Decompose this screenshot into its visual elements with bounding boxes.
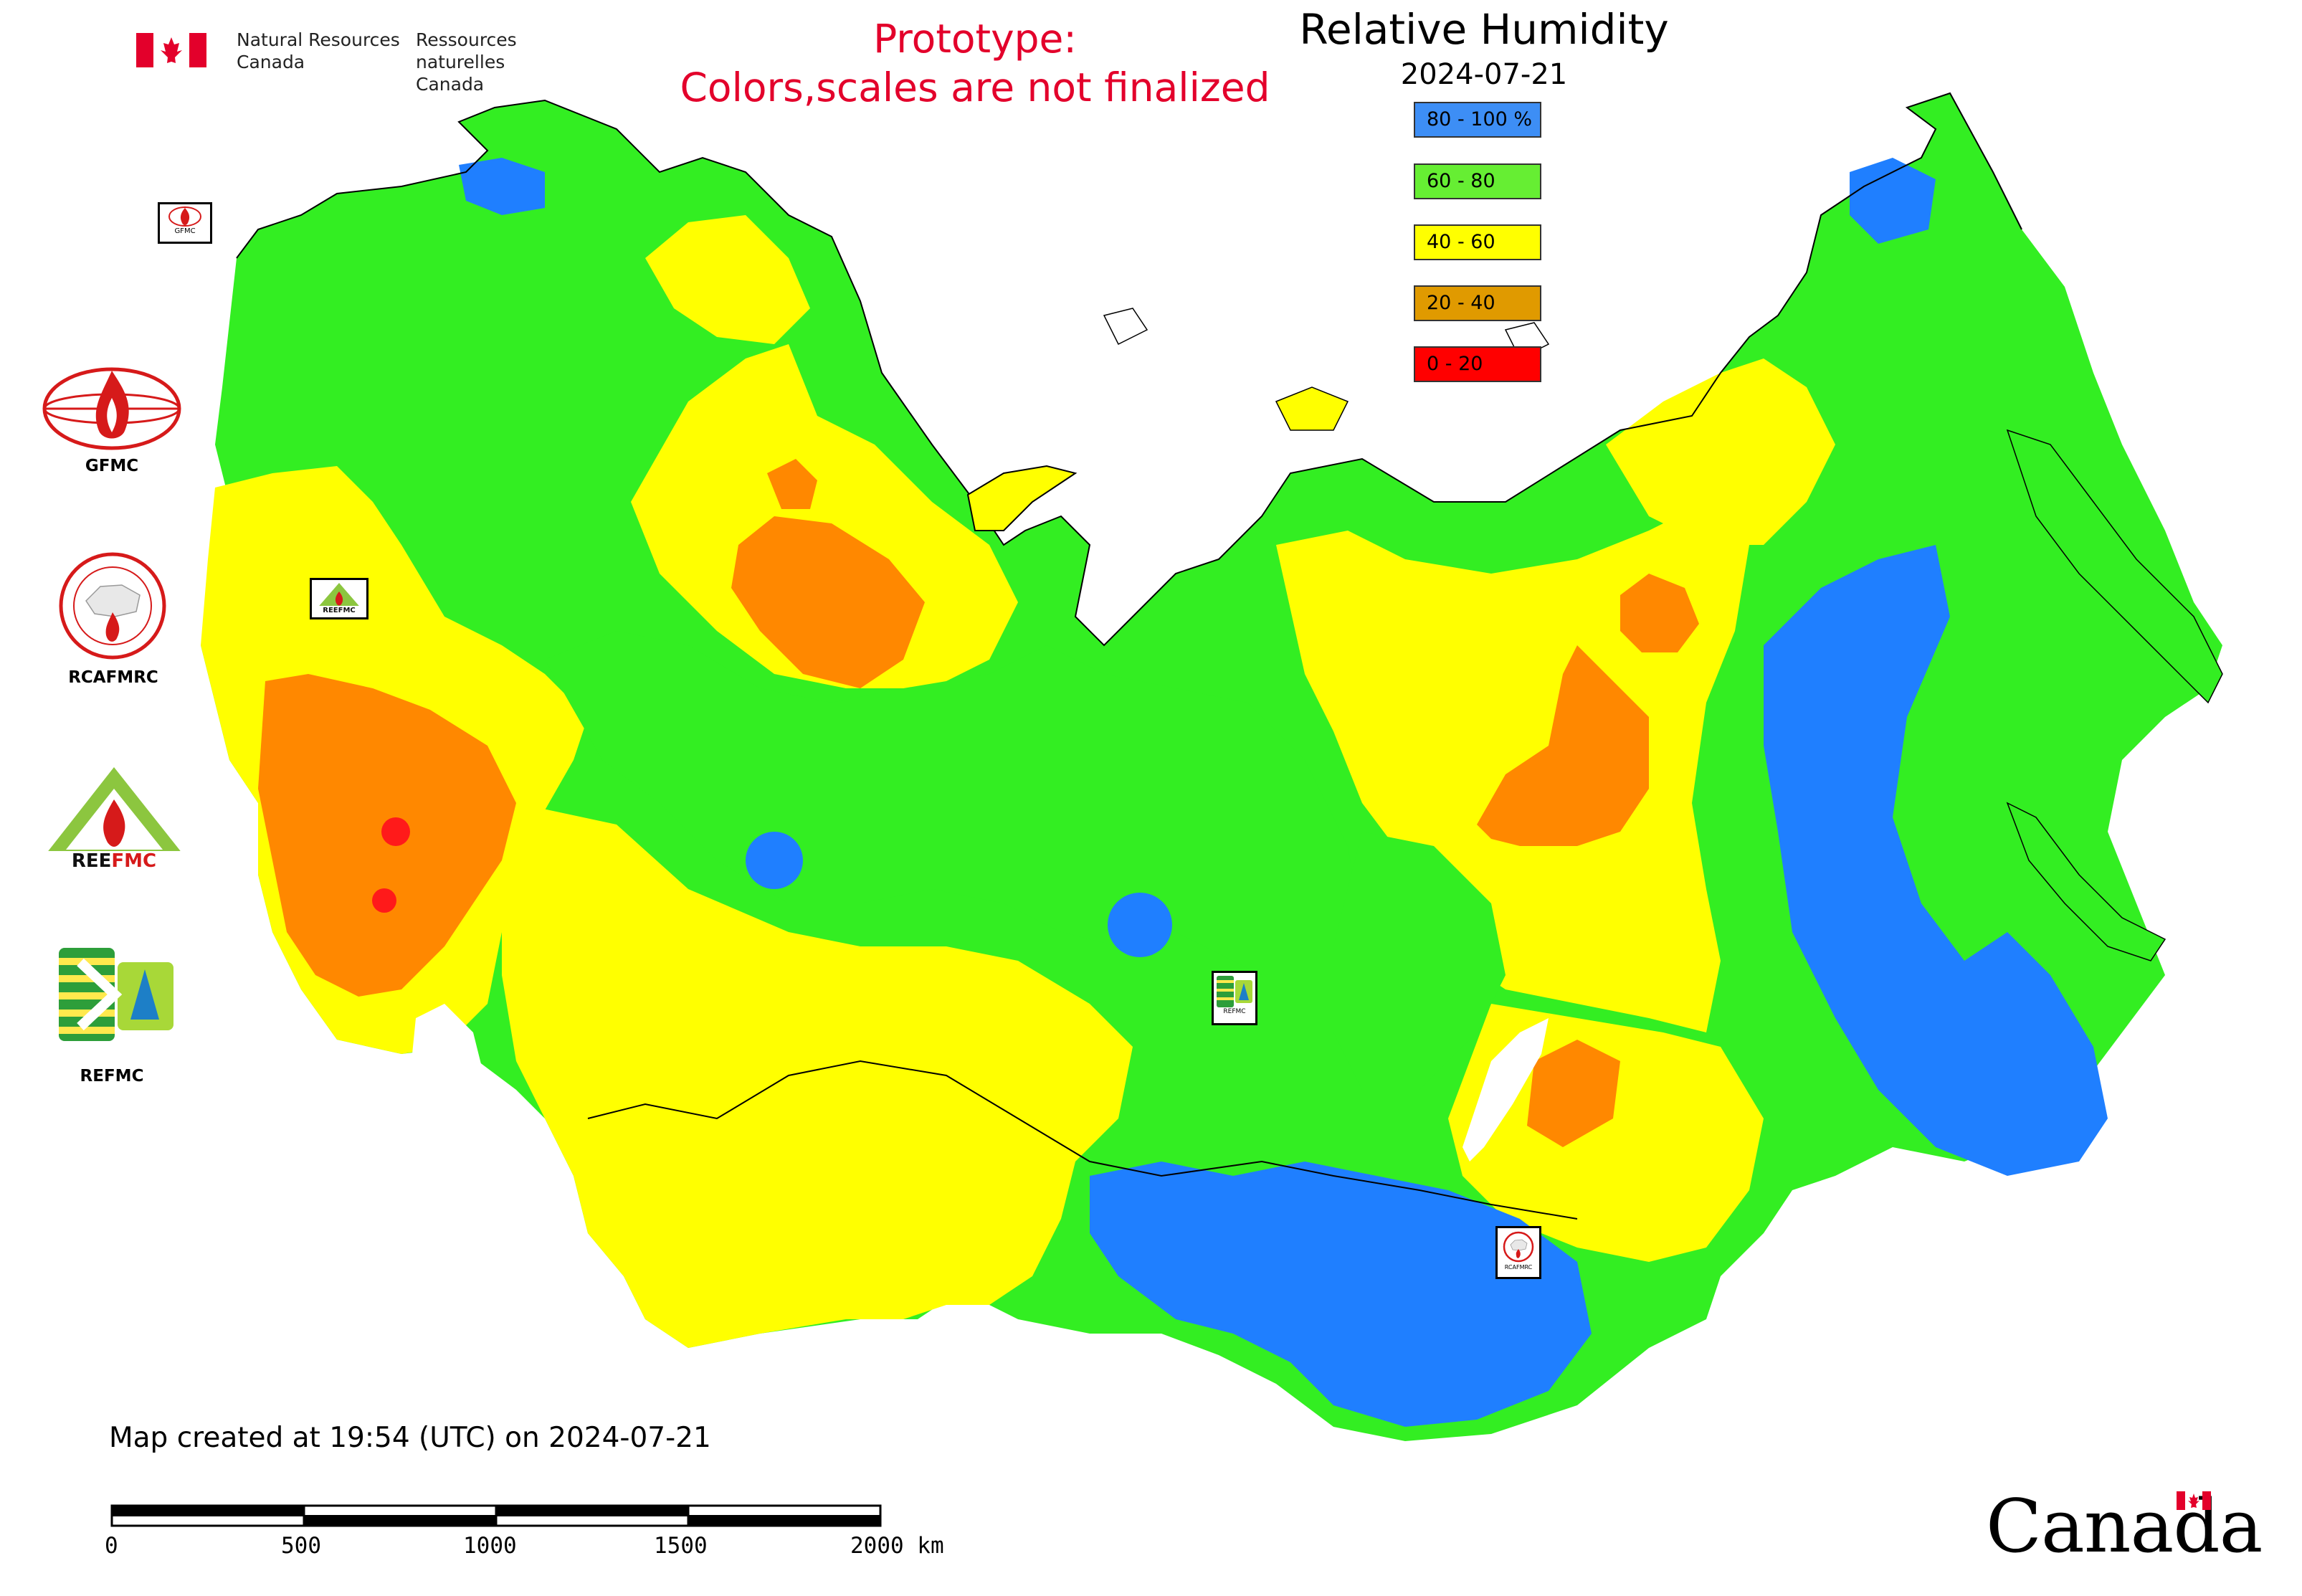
refmc-marker-icon <box>1217 976 1252 1007</box>
map-created-note: Map created at 19:54 (UTC) on 2024-07-21 <box>109 1422 711 1454</box>
region-red-spot-1 <box>381 817 410 846</box>
region-yellow-kola <box>645 215 810 344</box>
prototype-line1: Prototype: <box>873 16 1077 62</box>
nrc-french-name: Ressources naturelles Canada <box>416 29 609 95</box>
rcafmrc-marker-label: RCAFMRC <box>1504 1264 1533 1270</box>
lake-baikal <box>1462 1018 1549 1162</box>
border-south <box>587 1060 1578 1220</box>
caspian-sea <box>409 1004 487 1176</box>
region-green-central <box>545 631 1362 975</box>
region-orange-baikal <box>1527 1040 1620 1147</box>
map-date: 2024-07-21 <box>1400 58 1568 91</box>
novaya-zemlya <box>966 465 1078 531</box>
rcafmrc-label: RCAFMRC <box>68 668 158 687</box>
nrc-en-line1: Natural Resources <box>237 29 400 50</box>
refmc-marker-label: REFMC <box>1223 1008 1246 1015</box>
reefmc-marker-icon: REEFMC <box>315 583 363 614</box>
prototype-notice: Prototype: Colors,scales are not finaliz… <box>631 14 1319 112</box>
kamchatka <box>2006 429 2223 704</box>
sakhalin <box>2006 802 2167 961</box>
region-orange-east-blob <box>1620 574 1699 652</box>
canada-wordmark-flag-icon <box>2177 1491 2211 1510</box>
arctic-islands <box>1275 386 1349 431</box>
gfmc-marker[interactable]: GFMC <box>158 202 212 244</box>
nrc-english-name: Natural Resources Canada <box>237 29 409 73</box>
prototype-line2: Colors,scales are not finalized <box>680 65 1270 110</box>
refmc-logo <box>59 948 173 1041</box>
region-blue-spot-2 <box>1108 893 1172 957</box>
scale-label-500: 500 <box>281 1533 321 1559</box>
region-red-spot-2 <box>372 888 396 913</box>
region-yellow-northeast <box>1606 358 1835 545</box>
reefmc-marker[interactable]: REEFMC <box>310 578 368 619</box>
reefmc-logo: REEFMC <box>41 767 188 872</box>
region-orange-north <box>731 516 925 688</box>
region-yellow-south <box>502 803 1133 1348</box>
gfmc-logo <box>42 367 181 450</box>
region-blue-siberia-south <box>1090 1162 1592 1427</box>
reefmc-wordmark: REEFMC <box>72 850 156 872</box>
region-blue-spot-1 <box>746 832 803 889</box>
legend-item-80-100: 80 - 100 % <box>1414 102 1541 138</box>
scale-label-1000: 1000 <box>463 1533 517 1559</box>
region-blue-kola <box>459 158 545 215</box>
canada-flag-icon <box>136 33 206 67</box>
region-blue-chukotka <box>1850 158 1936 244</box>
svg-text:REEFMC: REEFMC <box>323 607 355 614</box>
canada-wordmark: Canada <box>1986 1484 2263 1569</box>
legend-item-60-80: 60 - 80 <box>1414 163 1541 199</box>
refmc-label: REFMC <box>80 1067 144 1086</box>
legend-item-40-60: 40 - 60 <box>1414 224 1541 260</box>
scale-label-2000: 2000 km <box>850 1533 944 1559</box>
nrc-fr-line1: Ressources naturelles <box>416 29 517 72</box>
scale-label-1500: 1500 <box>654 1533 708 1559</box>
region-blue-far-east <box>1764 545 2108 1176</box>
legend-item-0-20: 0 - 20 <box>1414 346 1541 382</box>
scale-label-0: 0 <box>105 1533 118 1559</box>
map-title: Relative Humidity <box>1299 5 1669 54</box>
coastline <box>236 92 2022 647</box>
gfmc-marker-label: GFMC <box>174 227 196 235</box>
region-orange-kola-blob <box>767 459 817 509</box>
rcafmrc-logo <box>59 552 166 660</box>
nrc-fr-line2: Canada <box>416 74 485 95</box>
gfmc-label: GFMC <box>85 457 139 475</box>
rcafmrc-marker-icon <box>1503 1231 1534 1263</box>
refmc-marker[interactable]: REFMC <box>1212 971 1257 1025</box>
nrc-en-line2: Canada <box>237 52 305 72</box>
gfmc-marker-icon <box>168 206 201 227</box>
scale-bar <box>110 1504 882 1527</box>
region-orange-yakutia <box>1477 645 1649 846</box>
legend-item-20-40: 20 - 40 <box>1414 285 1541 321</box>
region-green-baikal <box>1333 832 1506 1090</box>
rcafmrc-marker[interactable]: RCAFMRC <box>1495 1226 1541 1279</box>
